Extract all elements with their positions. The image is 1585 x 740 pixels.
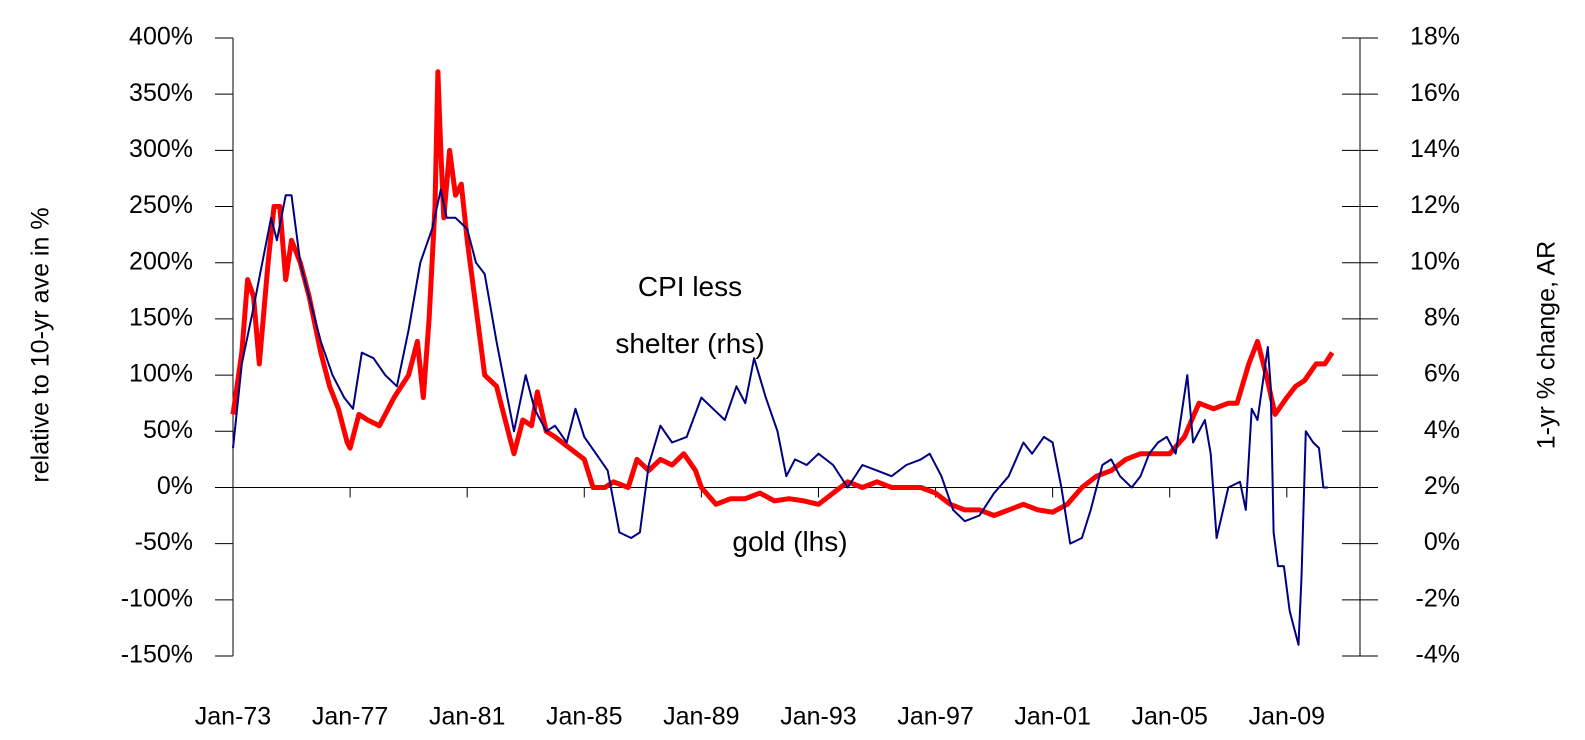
y-tick-label: 150% (129, 304, 193, 332)
x-tick-label: Jan-97 (897, 703, 973, 731)
y-tick-label: 50% (143, 416, 193, 444)
y-tick-label: 400% (129, 23, 193, 51)
x-tick-label: Jan-85 (546, 703, 622, 731)
x-tick-label: Jan-01 (1014, 703, 1090, 731)
y-tick-label: 350% (129, 79, 193, 107)
y2-tick-label: 4% (1424, 416, 1460, 444)
y2-tick-label: 18% (1410, 23, 1460, 51)
y2-axis-label: 1-yr % change, AR (1533, 241, 1561, 449)
x-tick-label: Jan-81 (429, 703, 505, 731)
y2-tick-label: 14% (1410, 135, 1460, 163)
series-line (230, 69, 1335, 518)
x-tick-label: Jan-89 (663, 703, 739, 731)
y-tick-label: 300% (129, 135, 193, 163)
annotation: CPI less shelter (rhs) (615, 271, 765, 359)
y-tick-label: -50% (135, 528, 193, 556)
y-tick-label: 250% (129, 191, 193, 219)
y2-tick-label: -2% (1416, 584, 1460, 612)
y-axis-label: relative to 10-yr ave in % (27, 207, 55, 482)
y-tick-label: 0% (157, 472, 193, 500)
y2-tick-label: 12% (1410, 191, 1460, 219)
x-tick-label: Jan-77 (312, 703, 388, 731)
y-tick-label: 100% (129, 360, 193, 388)
y2-tick-label: 10% (1410, 247, 1460, 275)
y-tick-label: -100% (121, 584, 193, 612)
x-tick-label: Jan-05 (1132, 703, 1208, 731)
y-tick-label: -150% (121, 641, 193, 669)
y2-tick-label: 2% (1424, 472, 1460, 500)
x-tick-label: Jan-93 (780, 703, 856, 731)
y2-tick-label: 0% (1424, 528, 1460, 556)
y2-tick-label: 6% (1424, 360, 1460, 388)
y2-tick-label: 16% (1410, 79, 1460, 107)
annotation: gold (lhs) (732, 526, 848, 557)
y2-tick-label: 8% (1424, 304, 1460, 332)
y2-tick-label: -4% (1416, 641, 1460, 669)
series-line (232, 188, 1328, 646)
x-tick-label: Jan-09 (1249, 703, 1325, 731)
x-tick-label: Jan-73 (195, 703, 271, 731)
y-tick-label: 200% (129, 247, 193, 275)
